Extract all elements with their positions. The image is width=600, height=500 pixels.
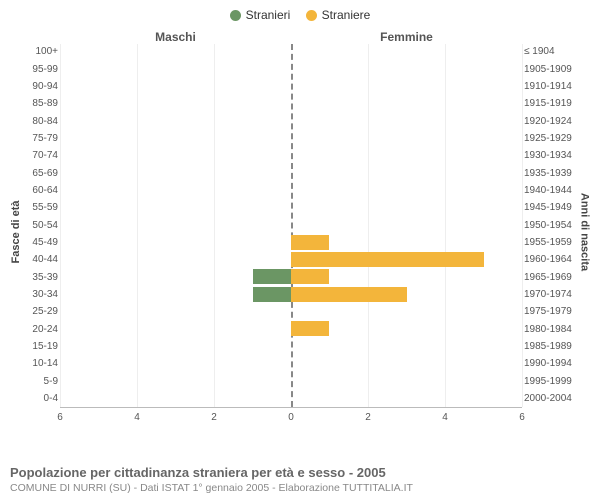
column-header-male: Maschi bbox=[155, 30, 196, 44]
x-tick: 2 bbox=[211, 412, 217, 423]
legend-label-female: Straniere bbox=[322, 8, 371, 22]
age-label: 55-59 bbox=[10, 203, 58, 213]
bar-row bbox=[60, 78, 522, 95]
birth-year-label: 1980-1984 bbox=[524, 325, 590, 335]
caption: Popolazione per cittadinanza straniera p… bbox=[10, 465, 590, 494]
bar-female bbox=[291, 269, 329, 284]
bar-male bbox=[253, 269, 291, 284]
birth-year-label: 1905-1909 bbox=[524, 65, 590, 75]
birth-year-label: 1970-1974 bbox=[524, 290, 590, 300]
birth-year-label: 1940-1944 bbox=[524, 186, 590, 196]
birth-year-label: 1985-1989 bbox=[524, 342, 590, 352]
age-label: 90-94 bbox=[10, 82, 58, 92]
x-tick: 4 bbox=[442, 412, 448, 423]
column-header-female: Femmine bbox=[380, 30, 433, 44]
bar-row bbox=[60, 355, 522, 372]
birth-year-label: 1935-1939 bbox=[524, 169, 590, 179]
age-label: 70-74 bbox=[10, 151, 58, 161]
legend-swatch-male bbox=[230, 10, 241, 21]
bar-row bbox=[60, 389, 522, 406]
birth-year-label: 1955-1959 bbox=[524, 238, 590, 248]
legend-item-female: Straniere bbox=[306, 8, 371, 22]
age-label: 10-14 bbox=[10, 359, 58, 369]
age-label: 80-84 bbox=[10, 117, 58, 127]
bar-row bbox=[60, 95, 522, 112]
age-label: 45-49 bbox=[10, 238, 58, 248]
bar-row bbox=[60, 199, 522, 216]
x-tick: 2 bbox=[365, 412, 371, 423]
bar-row bbox=[60, 251, 522, 268]
x-axis: 6 4 2 0 2 4 6 bbox=[60, 412, 522, 426]
legend-swatch-female bbox=[306, 10, 317, 21]
x-tick: 6 bbox=[57, 412, 63, 423]
age-label: 15-19 bbox=[10, 342, 58, 352]
legend-label-male: Stranieri bbox=[246, 8, 291, 22]
bar-female bbox=[291, 321, 329, 336]
bar-row bbox=[60, 268, 522, 285]
bar-row bbox=[60, 147, 522, 164]
bar-female bbox=[291, 235, 329, 250]
legend-item-male: Stranieri bbox=[230, 8, 291, 22]
birth-year-label: 1945-1949 bbox=[524, 203, 590, 213]
bar-row bbox=[60, 216, 522, 233]
bar-row bbox=[60, 372, 522, 389]
x-tick: 0 bbox=[288, 412, 294, 423]
age-label: 50-54 bbox=[10, 221, 58, 231]
plot-inner: Maschi Femmine bbox=[60, 28, 522, 408]
caption-subtitle: COMUNE DI NURRI (SU) - Dati ISTAT 1° gen… bbox=[10, 482, 590, 494]
age-label: 85-89 bbox=[10, 99, 58, 109]
birth-year-label: 1990-1994 bbox=[524, 359, 590, 369]
y-right-labels: ≤ 1904 1905-1909 1910-1914 1915-1919 1920-19… bbox=[524, 44, 590, 408]
bar-row bbox=[60, 234, 522, 251]
x-tick: 4 bbox=[134, 412, 140, 423]
birth-year-label: 1975-1979 bbox=[524, 307, 590, 317]
birth-year-label: 1930-1934 bbox=[524, 151, 590, 161]
age-label: 75-79 bbox=[10, 134, 58, 144]
age-label: 5-9 bbox=[10, 377, 58, 387]
bar-row bbox=[60, 165, 522, 182]
age-label: 65-69 bbox=[10, 169, 58, 179]
age-label: 0-4 bbox=[10, 394, 58, 404]
birth-year-label: 1950-1954 bbox=[524, 221, 590, 231]
bar-female bbox=[291, 252, 484, 267]
birth-year-label: 1920-1924 bbox=[524, 117, 590, 127]
birth-year-label: ≤ 1904 bbox=[524, 47, 590, 57]
birth-year-label: 1915-1919 bbox=[524, 99, 590, 109]
legend: Stranieri Straniere bbox=[10, 8, 590, 24]
bar-row bbox=[60, 113, 522, 130]
birth-year-label: 1910-1914 bbox=[524, 82, 590, 92]
age-label: 35-39 bbox=[10, 273, 58, 283]
bar-rows bbox=[60, 44, 522, 407]
age-label: 60-64 bbox=[10, 186, 58, 196]
bar-row bbox=[60, 303, 522, 320]
birth-year-label: 1965-1969 bbox=[524, 273, 590, 283]
bar-male bbox=[253, 287, 291, 302]
birth-year-label: 1925-1929 bbox=[524, 134, 590, 144]
plot-area: Fasce di età Anni di nascita 100+95-9990… bbox=[10, 28, 590, 436]
bar-row bbox=[60, 130, 522, 147]
gridline bbox=[522, 44, 523, 407]
bar-row bbox=[60, 286, 522, 303]
bar-row bbox=[60, 320, 522, 337]
bar-female bbox=[291, 287, 407, 302]
birth-year-label: 1960-1964 bbox=[524, 255, 590, 265]
bar-row bbox=[60, 337, 522, 354]
age-label: 95-99 bbox=[10, 65, 58, 75]
bar-row bbox=[60, 182, 522, 199]
bar-row bbox=[60, 61, 522, 78]
x-tick: 6 bbox=[519, 412, 525, 423]
age-label: 25-29 bbox=[10, 307, 58, 317]
population-pyramid-chart: Stranieri Straniere Fasce di età Anni di… bbox=[0, 0, 600, 500]
y-left-labels: 100+ 95-99 90-94 85-89 80-84 75-79 70-74 65-69 6… bbox=[10, 44, 58, 408]
birth-year-label: 1995-1999 bbox=[524, 377, 590, 387]
age-label: 20-24 bbox=[10, 325, 58, 335]
age-label: 40-44 bbox=[10, 255, 58, 265]
age-label: 100+ bbox=[10, 47, 58, 57]
caption-title: Popolazione per cittadinanza straniera p… bbox=[10, 465, 590, 480]
age-label: 30-34 bbox=[10, 290, 58, 300]
bar-row bbox=[60, 44, 522, 61]
birth-year-label: 2000-2004 bbox=[524, 394, 590, 404]
